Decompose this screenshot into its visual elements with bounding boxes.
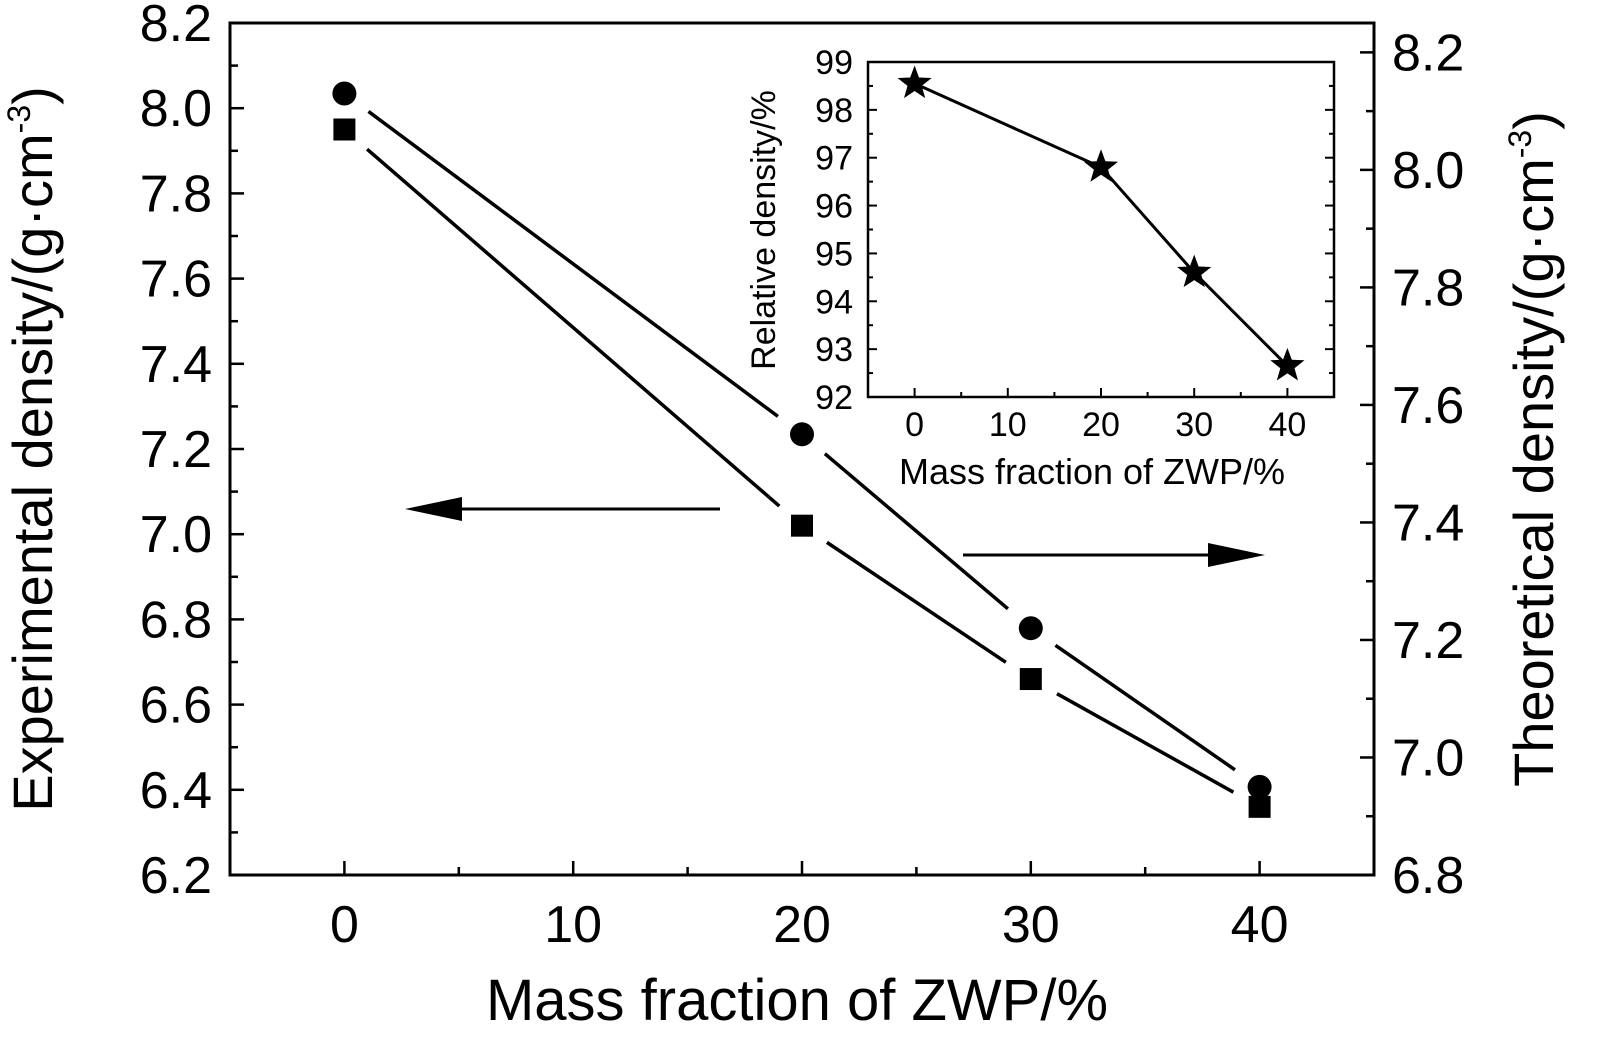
relative-density-segment — [913, 82, 1102, 169]
left-y-tick-label: 6.6 — [140, 677, 212, 735]
left-axis-title-exponent: -3 — [1, 105, 37, 133]
inset-x-tick-label: 0 — [905, 406, 924, 444]
right-axis-title-close: ) — [1502, 111, 1565, 130]
right-y-tick-label: 8.0 — [1392, 142, 1464, 200]
relative-density-star-point — [897, 65, 932, 99]
inset-y-axis-title: Relative density/% — [745, 90, 783, 370]
x-tick-label: 0 — [330, 896, 359, 954]
x-tick-label: 10 — [544, 896, 602, 954]
left-y-tick-label: 7.0 — [140, 506, 212, 564]
inset-axis-ticks — [867, 61, 1335, 398]
right-y-tick-label: 8.2 — [1392, 24, 1464, 82]
x-tick-label: 20 — [773, 896, 831, 954]
relative-density-segment — [1099, 166, 1196, 274]
series-square-segment — [1056, 692, 1235, 794]
theoretical-density-point — [1247, 774, 1272, 799]
left-y-tick-label: 6.4 — [140, 762, 212, 820]
main-tick-labels: 0 10 20 30 40 6.2 6.4 6.6 6.8 7.0 7.2 7.4 7.6 7.8 8.0 8… — [140, 0, 1465, 954]
inset-x-tick-label: 40 — [1268, 406, 1306, 444]
right-y-tick-label: 7.8 — [1392, 259, 1464, 317]
x-tick-label: 40 — [1231, 896, 1289, 954]
experimental-density-point — [333, 118, 356, 141]
experimental-density-point — [1248, 795, 1271, 818]
main-axis-ticks — [228, 21, 1376, 877]
x-axis-title: Mass fraction of ZWP/% — [486, 968, 1108, 1033]
experimental-density-point — [1019, 668, 1042, 691]
left-y-tick-label: 8.0 — [140, 80, 212, 138]
left-axis-title-text: Experimental density/(g·cm — [1, 133, 64, 811]
inset-y-tick-label: 99 — [815, 44, 853, 82]
inset-y-tick-label: 93 — [815, 331, 853, 369]
left-axis-title-close: ) — [1, 86, 64, 105]
left-axis-title: Experimental density/(g·cm-3) — [1, 86, 64, 812]
left-y-tick-label: 8.2 — [140, 0, 212, 53]
theoretical-density-point — [1018, 616, 1043, 641]
inset-y-tick-label: 98 — [815, 92, 853, 130]
inset-plot-frame — [866, 60, 1336, 399]
series-square-segment — [365, 147, 781, 508]
inset-y-tick-label: 96 — [815, 188, 853, 226]
main-series-markers — [332, 81, 1272, 818]
inset-x-tick-label: 10 — [989, 406, 1027, 444]
right-y-tick-label: 7.2 — [1392, 612, 1464, 670]
inset-y-tick-label: 97 — [815, 140, 853, 178]
inset-y-tick-label: 92 — [815, 379, 853, 417]
right-axis-title-exponent: -3 — [1502, 130, 1538, 158]
left-y-tick-label: 7.8 — [140, 165, 212, 223]
theoretical-density-point — [332, 81, 357, 106]
main-series-lines — [365, 110, 1236, 794]
inset-plot: 0 10 20 30 40 92 93 94 95 96 97 98 99 Mass fraction … — [745, 44, 1336, 492]
relative-density-star-point — [1270, 347, 1305, 381]
inset-x-tick-label: 20 — [1082, 406, 1120, 444]
main-plot: 0 10 20 30 40 6.2 6.4 6.6 6.8 7.0 7.2 7.4 7.6 7.8 8.0 8… — [1, 0, 1565, 1033]
left-y-tick-label: 7.2 — [140, 421, 212, 479]
series-square-segment — [825, 540, 1007, 664]
right-y-tick-label: 7.0 — [1392, 729, 1464, 787]
series-circle-segment — [1054, 643, 1236, 772]
right-axis-title: Theoretical density/(g·cm-3) — [1502, 111, 1565, 787]
left-y-tick-label: 7.4 — [140, 336, 212, 394]
inset-series-markers — [897, 65, 1305, 381]
relative-density-star-point — [1083, 149, 1119, 182]
left-y-tick-label: 7.6 — [140, 251, 212, 309]
theoretical-density-point — [790, 422, 814, 447]
inset-tick-labels: 0 10 20 30 40 92 93 94 95 96 97 98 99 — [815, 44, 1306, 444]
right-arrow-annotation — [963, 543, 1265, 567]
x-tick-label: 30 — [1002, 896, 1060, 954]
inset-x-axis-title: Mass fraction of ZWP/% — [899, 451, 1285, 492]
inset-y-tick-label: 95 — [815, 235, 853, 273]
left-arrow-annotation — [405, 497, 720, 521]
inset-y-tick-label: 94 — [815, 283, 853, 321]
right-y-tick-label: 6.8 — [1392, 847, 1464, 905]
series-circle-segment — [823, 452, 1010, 611]
inset-series-line — [913, 82, 1289, 367]
right-y-tick-label: 7.4 — [1392, 494, 1464, 552]
right-axis-title-text: Theoretical density/(g·cm — [1502, 158, 1565, 787]
experimental-density-point — [791, 514, 813, 537]
right-y-tick-label: 7.6 — [1392, 377, 1464, 435]
relative-density-segment — [1193, 271, 1289, 367]
left-y-tick-label: 6.8 — [140, 591, 212, 649]
inset-x-tick-label: 30 — [1175, 406, 1213, 444]
left-y-tick-label: 6.2 — [140, 847, 212, 905]
relative-density-star-point — [1177, 254, 1212, 288]
series-circle-segment — [367, 110, 779, 418]
